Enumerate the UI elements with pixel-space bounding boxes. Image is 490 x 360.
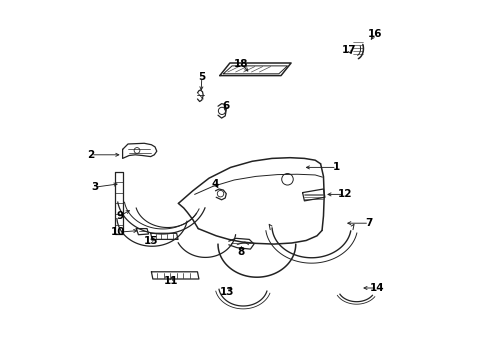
Text: 6: 6 (222, 101, 230, 111)
Text: 10: 10 (111, 227, 125, 237)
Text: 1: 1 (333, 162, 341, 172)
Text: 3: 3 (91, 182, 98, 192)
Text: 4: 4 (212, 179, 219, 189)
Text: 9: 9 (116, 211, 123, 221)
Text: 5: 5 (198, 72, 205, 82)
Text: 8: 8 (238, 247, 245, 257)
Text: 7: 7 (366, 218, 373, 228)
Text: 15: 15 (144, 236, 158, 246)
Text: 11: 11 (164, 276, 178, 286)
Text: 17: 17 (342, 45, 357, 55)
Text: 2: 2 (87, 150, 95, 160)
Text: 12: 12 (338, 189, 352, 199)
Text: 13: 13 (220, 287, 234, 297)
Text: 14: 14 (370, 283, 385, 293)
Text: 18: 18 (234, 59, 248, 69)
Text: 16: 16 (368, 29, 382, 39)
